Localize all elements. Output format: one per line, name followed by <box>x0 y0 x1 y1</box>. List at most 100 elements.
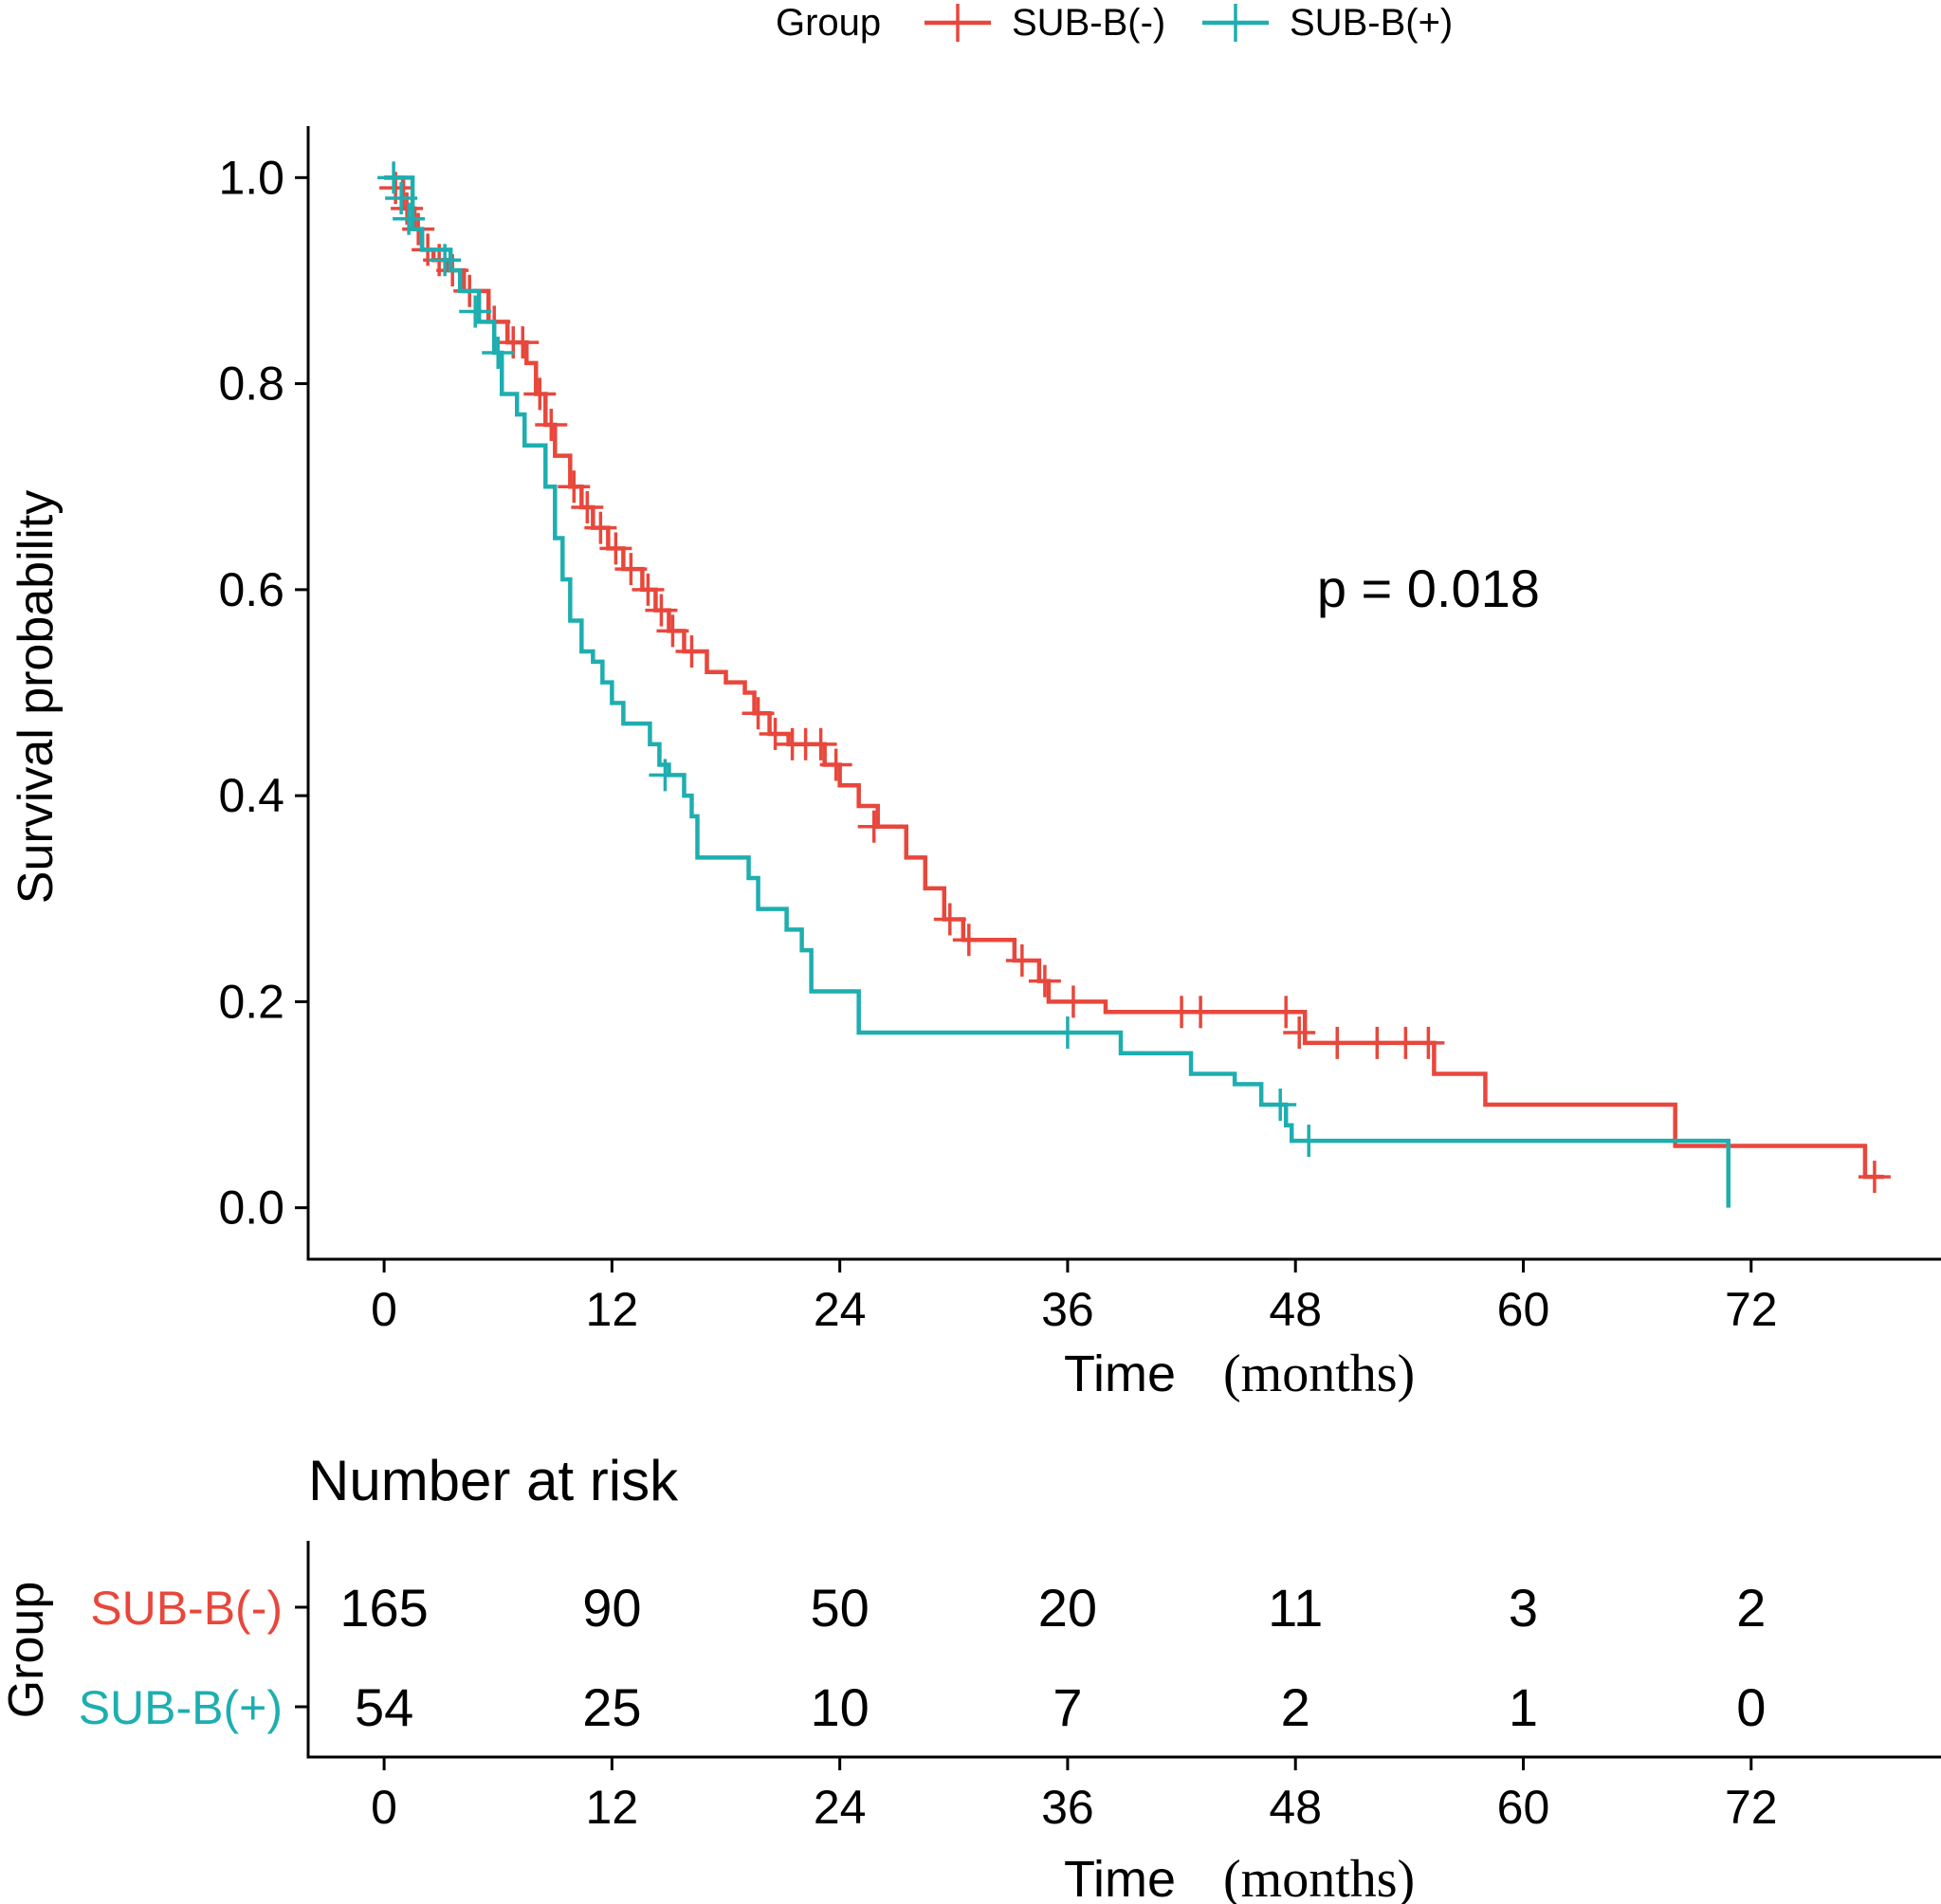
p-value-annotation: p = 0.018 <box>1317 558 1540 618</box>
censor-mark <box>558 470 591 503</box>
censor-mark <box>1184 996 1218 1029</box>
censor-mark <box>675 635 708 668</box>
y-tick-label: 0.4 <box>218 769 284 822</box>
x-tick-label: 24 <box>814 1283 867 1336</box>
censor-mark <box>933 903 966 936</box>
risk-table-title: Number at risk <box>308 1449 679 1512</box>
censor-mark <box>459 295 492 328</box>
censor-mark <box>1028 964 1061 998</box>
censor-mark <box>857 810 890 843</box>
risk-x-tick-label: 60 <box>1497 1781 1550 1834</box>
censor-mark <box>819 748 852 781</box>
risk-x-tick-label: 36 <box>1041 1781 1094 1834</box>
risk-cell: 165 <box>339 1578 428 1638</box>
censor-mark <box>649 759 682 792</box>
x-axis-label-unit: (months) <box>1223 1345 1415 1403</box>
censor-mark <box>385 182 418 215</box>
y-tick-label: 0.6 <box>218 563 284 616</box>
risk-cell: 11 <box>1268 1578 1323 1638</box>
legend-entry-sub-b-neg: SUB-B(-) <box>925 2 1165 44</box>
censor-mark <box>804 727 837 760</box>
x-tick-label: 36 <box>1041 1283 1094 1336</box>
risk-table-x-axis-label: Time (months) <box>1064 1850 1415 1904</box>
risk-cell: 50 <box>811 1578 870 1638</box>
censor-mark <box>377 161 411 194</box>
censor-mark <box>571 490 604 523</box>
survival-line <box>384 175 1884 1180</box>
x-axis-label-main: Time <box>1064 1346 1176 1402</box>
main-axis-lines <box>306 126 1941 1261</box>
censor-mark <box>1005 943 1038 977</box>
risk-x-axis-label-main: Time <box>1064 1851 1176 1904</box>
risk-x-tick-label: 48 <box>1269 1781 1322 1834</box>
censor-mark <box>1292 1125 1326 1158</box>
survival-curves <box>377 161 1891 1208</box>
legend-label-sub-b-pos: SUB-B(+) <box>1290 2 1453 44</box>
risk-cell: 3 <box>1509 1578 1538 1638</box>
censor-mark <box>1270 996 1303 1029</box>
censor-mark <box>482 337 515 369</box>
y-tick-label: 0.0 <box>218 1181 284 1235</box>
y-tick-label: 0.2 <box>218 975 284 1028</box>
censor-mark <box>535 409 568 442</box>
risk-cell: 7 <box>1053 1677 1082 1737</box>
risk-x-axis-label-unit: (months) <box>1223 1850 1415 1904</box>
x-tick-label: 72 <box>1725 1283 1778 1336</box>
risk-cell: 2 <box>1736 1578 1766 1638</box>
risk-cell: 10 <box>811 1677 870 1737</box>
risk-cell: 54 <box>355 1677 413 1737</box>
risk-cell: 2 <box>1281 1677 1310 1737</box>
censor-mark <box>645 594 678 627</box>
censor-mark <box>1361 1026 1394 1059</box>
x-tick-label: 0 <box>371 1283 397 1336</box>
censor-mark <box>429 244 462 277</box>
y-tick-label: 0.8 <box>218 357 284 411</box>
risk-cell: 0 <box>1736 1677 1766 1737</box>
legend-entry-sub-b-pos: SUB-B(+) <box>1202 2 1453 44</box>
risk-cell: 20 <box>1038 1578 1097 1638</box>
risk-table-axis-lines <box>306 1541 1941 1759</box>
risk-cell: 25 <box>582 1677 641 1737</box>
main-plot-axes: 0.0 0.2 0.4 0.6 0.8 1.0 0 12 24 36 48 60 72 <box>218 126 1941 1336</box>
series-sub-b-neg <box>379 172 1891 1194</box>
legend: Group SUB-B(-) SUB-B(+) <box>776 2 1453 44</box>
x-tick-label: 12 <box>586 1283 639 1336</box>
risk-cell: 90 <box>582 1578 641 1638</box>
risk-row-label: SUB-B(-) <box>90 1582 283 1635</box>
series-sub-b-pos <box>377 161 1730 1208</box>
censor-mark <box>1321 1026 1354 1059</box>
censor-mark <box>1412 1026 1445 1059</box>
censor-mark <box>393 202 426 235</box>
y-tick-label: 1.0 <box>218 151 284 204</box>
risk-table-group-label: Group <box>0 1582 54 1719</box>
censor-mark <box>614 553 648 586</box>
risk-x-tick-label: 72 <box>1725 1781 1778 1834</box>
x-axis-label: Time (months) <box>1064 1345 1415 1403</box>
risk-x-tick-label: 24 <box>814 1781 867 1834</box>
censor-mark <box>742 697 775 730</box>
censor-mark <box>1858 1161 1891 1194</box>
censor-mark <box>1264 1089 1297 1122</box>
legend-title: Group <box>776 2 881 44</box>
x-tick-label: 48 <box>1269 1283 1322 1336</box>
censor-mark <box>952 924 985 957</box>
censor-mark <box>599 532 632 565</box>
legend-label-sub-b-neg: SUB-B(-) <box>1012 2 1165 44</box>
censor-mark <box>1283 1016 1316 1049</box>
y-axis-label: Survival probability <box>9 490 64 904</box>
censor-mark <box>506 326 540 359</box>
censor-mark <box>523 377 557 411</box>
censor-mark <box>1051 1016 1084 1049</box>
censor-mark <box>584 511 617 544</box>
survival-line <box>384 175 1730 1208</box>
risk-row-label: SUB-B(+) <box>79 1681 283 1734</box>
censor-mark <box>656 614 689 648</box>
censor-mark <box>632 573 665 606</box>
risk-x-tick-label: 0 <box>371 1781 397 1834</box>
risk-table: Number at risk Group SUB-B(-)SUB-B(+) 16… <box>0 1449 1941 1904</box>
risk-cell: 1 <box>1509 1677 1538 1737</box>
censor-mark <box>1056 985 1090 1018</box>
censor-mark <box>759 717 792 750</box>
risk-x-tick-label: 12 <box>586 1781 639 1834</box>
